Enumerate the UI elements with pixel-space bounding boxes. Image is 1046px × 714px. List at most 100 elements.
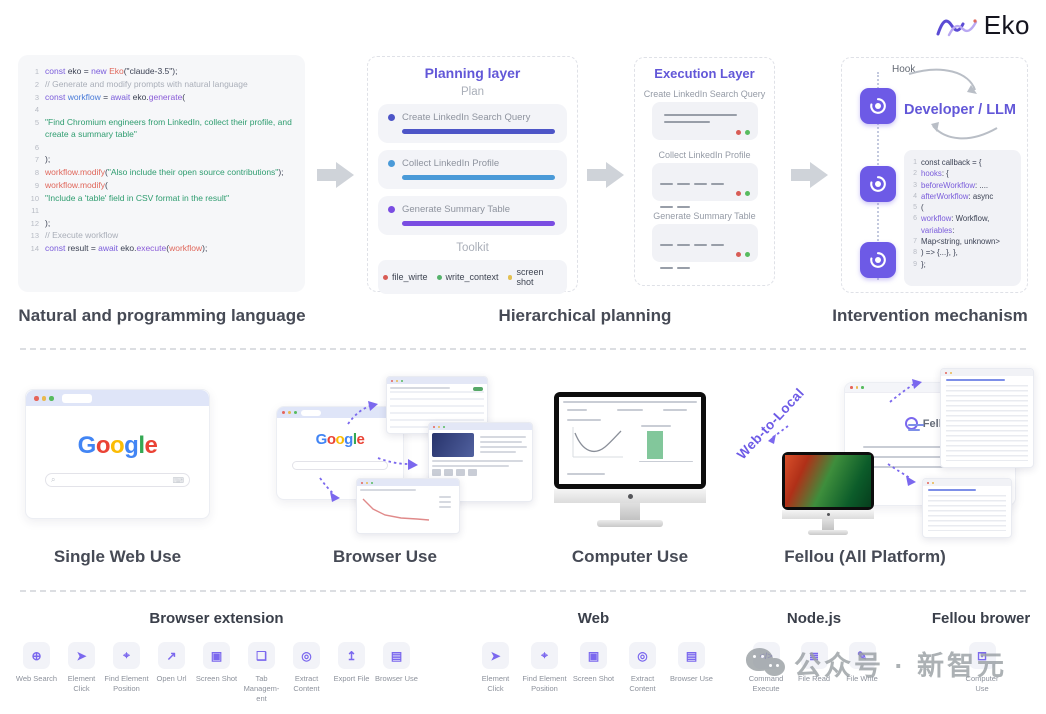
task-bullet <box>388 114 395 121</box>
plan-task: Collect LinkedIn Profile <box>378 150 567 189</box>
line-number: 6 <box>913 215 917 223</box>
line-number: 11 <box>31 206 39 216</box>
google-logo: Google <box>26 432 209 460</box>
tool-find-element-position[interactable]: ⌖ Find Element Position <box>104 642 149 703</box>
open-url-icon: ↗ <box>158 642 185 669</box>
tool-label: Extract Content <box>629 674 656 693</box>
separator <box>20 590 1026 592</box>
tool-browser-use[interactable]: ▤ Browser Use <box>667 642 716 694</box>
imac <box>554 392 706 527</box>
tool-element-click[interactable]: ➤ Element Click <box>471 642 520 694</box>
code-text: ); <box>45 217 51 228</box>
toolkit-dot <box>507 274 513 280</box>
toolkit-dot <box>383 274 388 280</box>
apple-logo-icon <box>627 493 633 499</box>
tool-extract-content[interactable]: ◎ Extract Content <box>284 642 329 703</box>
execution-layer-card: Execution Layer Create LinkedIn Search Q… <box>634 57 775 286</box>
google-letter: o <box>95 432 111 459</box>
browser-use-composite: Google <box>270 376 533 536</box>
file-write-icon: ✎ <box>848 642 876 669</box>
line-number: 4 <box>913 192 917 200</box>
tool-export-file[interactable]: ↥ Export File <box>329 642 374 703</box>
line-number: 5 <box>34 117 39 127</box>
code-text <box>45 204 295 216</box>
tool-file-write[interactable]: ✎ File Write <box>838 642 886 694</box>
keyboard-mic-icons: ⌨ <box>172 475 184 485</box>
report-document-window <box>922 478 1012 538</box>
code-line: 5( <box>908 202 1015 213</box>
dashboard-line-chart <box>572 427 623 458</box>
google-letter: o <box>335 431 345 448</box>
intervention-card: Hook Developer / LLM 1 const callback = {… <box>841 57 1028 293</box>
mini-search-input[interactable] <box>292 461 388 470</box>
callback-code-card: 1 const callback = {2 hooks: {3 beforeWorkf… <box>904 150 1021 286</box>
code-text: workflow.modify("Also include their open… <box>45 167 284 177</box>
tool-screen-shot[interactable]: ▣ Screen Shot <box>569 642 618 694</box>
tool-open-url[interactable]: ↗ Open Url <box>149 642 194 703</box>
web-search-icon: ⊕ <box>23 642 50 669</box>
document-text-lines <box>928 495 1006 531</box>
tool-web-search[interactable]: ⊕ Web Search <box>14 642 59 703</box>
browser-use-icon: ▤ <box>383 642 410 669</box>
execution-step: Collect LinkedIn Profile <box>635 150 774 208</box>
code-text: // Execute workflow <box>45 230 119 241</box>
code-line: 5 "Find Chromium engineers from LinkedIn,… <box>26 116 295 142</box>
code-text: ( <box>921 203 924 213</box>
group-title-nodejs: Node.js <box>786 610 842 627</box>
export-file-icon: ↥ <box>338 642 365 669</box>
task-label: Create LinkedIn Search Query <box>402 112 531 123</box>
code-text <box>45 141 295 153</box>
tool-file-read[interactable]: ≣ File Read <box>790 642 838 694</box>
caption-natural-language: Natural and programming language <box>18 306 306 325</box>
tool-extract-content[interactable]: ◎ Extract Content <box>618 642 667 694</box>
tool-computer-use[interactable]: ⊡ Computer Use <box>958 642 1006 694</box>
execution-step: Create LinkedIn Search Query <box>635 89 774 140</box>
code-line: 7); <box>26 153 295 166</box>
line-number: 7 <box>34 155 39 165</box>
line-number: 5 <box>913 204 917 212</box>
file-read-icon: ≣ <box>800 642 828 669</box>
tool-label: Element Click <box>481 674 510 693</box>
line-number: 1 <box>34 67 39 76</box>
code-line: 3 const workflow = await eko.generate( <box>26 91 295 104</box>
browser-titlebar <box>26 390 209 406</box>
hook-curved-arrows <box>908 68 998 140</box>
extract-content-icon: ◎ <box>629 642 656 669</box>
code-line: 3 beforeWorkflow: .... <box>908 180 1015 191</box>
browser-tab[interactable] <box>62 393 92 403</box>
imac-screen <box>554 392 706 489</box>
mini-line-chart <box>362 498 430 521</box>
toolkit-label: write_context <box>445 272 499 282</box>
tool-label: Browser Use <box>375 674 418 683</box>
tool-label: Browser Use <box>670 674 713 683</box>
code-line: 8 workflow.modify("Also include their ope… <box>26 166 295 179</box>
line-number: 9 <box>913 260 917 268</box>
google-letter: G <box>315 431 328 448</box>
tool-element-click[interactable]: ➤ Element Click <box>59 642 104 703</box>
tool-tab-management[interactable]: ❏ Tab Managem- ent <box>239 642 284 703</box>
tool-browser-use[interactable]: ▤ Browser Use <box>374 642 419 703</box>
task-label: Generate Summary Table <box>402 204 511 215</box>
status-dot-red <box>735 130 741 135</box>
tool-label: Find Element Position <box>104 674 149 693</box>
line-number: 8 <box>34 168 39 177</box>
execution-steps: Create LinkedIn Search Query Collect Link… <box>635 89 774 269</box>
search-input[interactable]: ⌕ ⌨ <box>45 473 190 487</box>
code-line: 12); <box>26 217 295 230</box>
line-number: 1 <box>913 159 917 166</box>
code-line: 6 workflow: Workflow, variables: <box>908 213 1015 236</box>
line-number: 2 <box>913 170 917 178</box>
line-number: 8 <box>913 249 917 257</box>
step-label: Collect LinkedIn Profile <box>658 150 751 160</box>
tool-screen-shot[interactable]: ▣ Screen Shot <box>194 642 239 703</box>
caption-computer-use: Computer Use <box>571 547 689 566</box>
task-bullet <box>388 206 395 213</box>
line-number: 2 <box>34 79 39 89</box>
browser-use-icon: ▤ <box>678 642 705 669</box>
code-line: 13 // Execute workflow <box>26 229 295 242</box>
caption-fellou-all-platform: Fellou (All Platform) <box>784 547 946 566</box>
code-line: 14 const result = await eko.execute(workf… <box>26 242 295 255</box>
eko-wave-icon <box>936 18 977 36</box>
tool-find-element-position[interactable]: ⌖ Find Element Position <box>520 642 569 694</box>
separator <box>20 348 1026 350</box>
